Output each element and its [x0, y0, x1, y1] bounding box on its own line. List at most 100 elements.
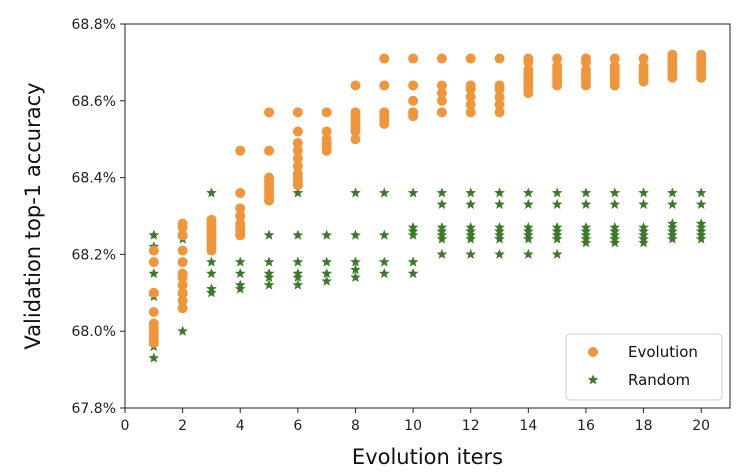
- evolution-point: [552, 61, 563, 72]
- random-point: [350, 229, 361, 240]
- random-point: [206, 256, 217, 267]
- evolution-point: [292, 126, 303, 137]
- evolution-point: [408, 53, 419, 64]
- random-point: [407, 268, 419, 279]
- evolution-point: [436, 88, 447, 99]
- x-tick-label: 4: [236, 418, 245, 434]
- evolution-point: [408, 80, 419, 91]
- random-point: [523, 248, 534, 259]
- random-point: [667, 225, 678, 236]
- legend-random-marker: [587, 374, 599, 385]
- x-tick-label: 16: [577, 418, 595, 434]
- evolution-point: [148, 245, 159, 256]
- random-point: [148, 268, 160, 279]
- evolution-point: [235, 187, 246, 198]
- evolution-point: [350, 107, 361, 118]
- random-point: [580, 225, 592, 236]
- random-point: [292, 271, 304, 282]
- random-point: [551, 225, 563, 236]
- random-point: [695, 198, 707, 210]
- evolution-point: [321, 107, 332, 118]
- random-point: [234, 279, 246, 290]
- evolution-point: [436, 53, 447, 64]
- random-point: [292, 256, 304, 267]
- plot-frame: [124, 23, 731, 409]
- x-axis: 0 2 4 6 8 10 12 14 16 18 20: [121, 408, 710, 434]
- random-point: [234, 256, 246, 267]
- random-point: [177, 325, 188, 336]
- random-point: [667, 187, 678, 198]
- points-layer: [148, 49, 707, 363]
- random-point: [321, 268, 332, 279]
- random-point: [465, 187, 477, 198]
- random-point: [523, 187, 534, 198]
- evolution-point: [177, 295, 188, 306]
- random-point: [321, 229, 332, 240]
- evolution-point: [177, 257, 188, 268]
- evolution-point: [292, 107, 303, 118]
- y-tick-label: 68.6%: [72, 94, 116, 110]
- random-point: [465, 198, 477, 210]
- random-point: [638, 229, 649, 240]
- random-point: [436, 198, 448, 210]
- random-point: [523, 233, 534, 244]
- random-point: [234, 268, 246, 279]
- random-point: [292, 279, 304, 290]
- random-point: [378, 229, 390, 240]
- random-point: [609, 187, 621, 198]
- random-point: [494, 187, 505, 198]
- evolution-point: [292, 138, 303, 149]
- evolution-point: [292, 153, 303, 164]
- evolution-point: [465, 53, 476, 64]
- evolution-point: [465, 80, 476, 91]
- evolution-point: [465, 107, 476, 118]
- random-point: [638, 233, 649, 244]
- evolution-point: [408, 95, 419, 106]
- evolution-point: [436, 95, 447, 106]
- evolution-point: [379, 107, 390, 118]
- legend-evolution-marker: [588, 347, 598, 357]
- evolution-point: [609, 53, 620, 64]
- random-point: [465, 233, 477, 244]
- random-point: [206, 283, 217, 294]
- evolution-point: [494, 99, 505, 110]
- random-point: [551, 198, 563, 210]
- random-point: [206, 287, 217, 298]
- random-point: [206, 187, 217, 198]
- random-point: [465, 225, 477, 236]
- evolution-point: [638, 53, 649, 64]
- random-point: [494, 198, 505, 210]
- y-axis: 67.8% 68.0% 68.2% 68.4% 68.6% 68.8%: [72, 17, 125, 417]
- random-point: [494, 233, 505, 244]
- random-point: [523, 225, 534, 236]
- evolution-point: [465, 99, 476, 110]
- random-point: [350, 187, 361, 198]
- random-point: [638, 225, 649, 236]
- evolution-point: [235, 145, 246, 156]
- evolution-point: [264, 145, 275, 156]
- x-tick-label: 6: [293, 418, 302, 434]
- y-tick-label: 67.8%: [72, 401, 116, 417]
- random-point: [638, 187, 649, 198]
- random-point: [263, 229, 275, 240]
- evolution-point: [465, 91, 476, 102]
- evolution-point: [292, 168, 303, 179]
- evolution-point: [177, 218, 188, 229]
- random-point: [378, 256, 390, 267]
- random-point: [378, 268, 390, 279]
- evolution-point: [321, 134, 332, 145]
- evolution-point: [177, 268, 188, 279]
- evolution-point: [379, 80, 390, 91]
- x-tick-label: 20: [692, 418, 710, 434]
- evolution-point: [379, 53, 390, 64]
- random-point: [609, 221, 621, 233]
- y-tick-label: 68.8%: [72, 17, 116, 33]
- random-point: [667, 233, 678, 244]
- random-point: [580, 187, 592, 198]
- evolution-point: [580, 65, 591, 76]
- evolution-point: [177, 303, 188, 314]
- random-point: [494, 229, 505, 240]
- random-point: [523, 221, 534, 233]
- evolution-point: [552, 53, 563, 64]
- evolution-point: [436, 107, 447, 118]
